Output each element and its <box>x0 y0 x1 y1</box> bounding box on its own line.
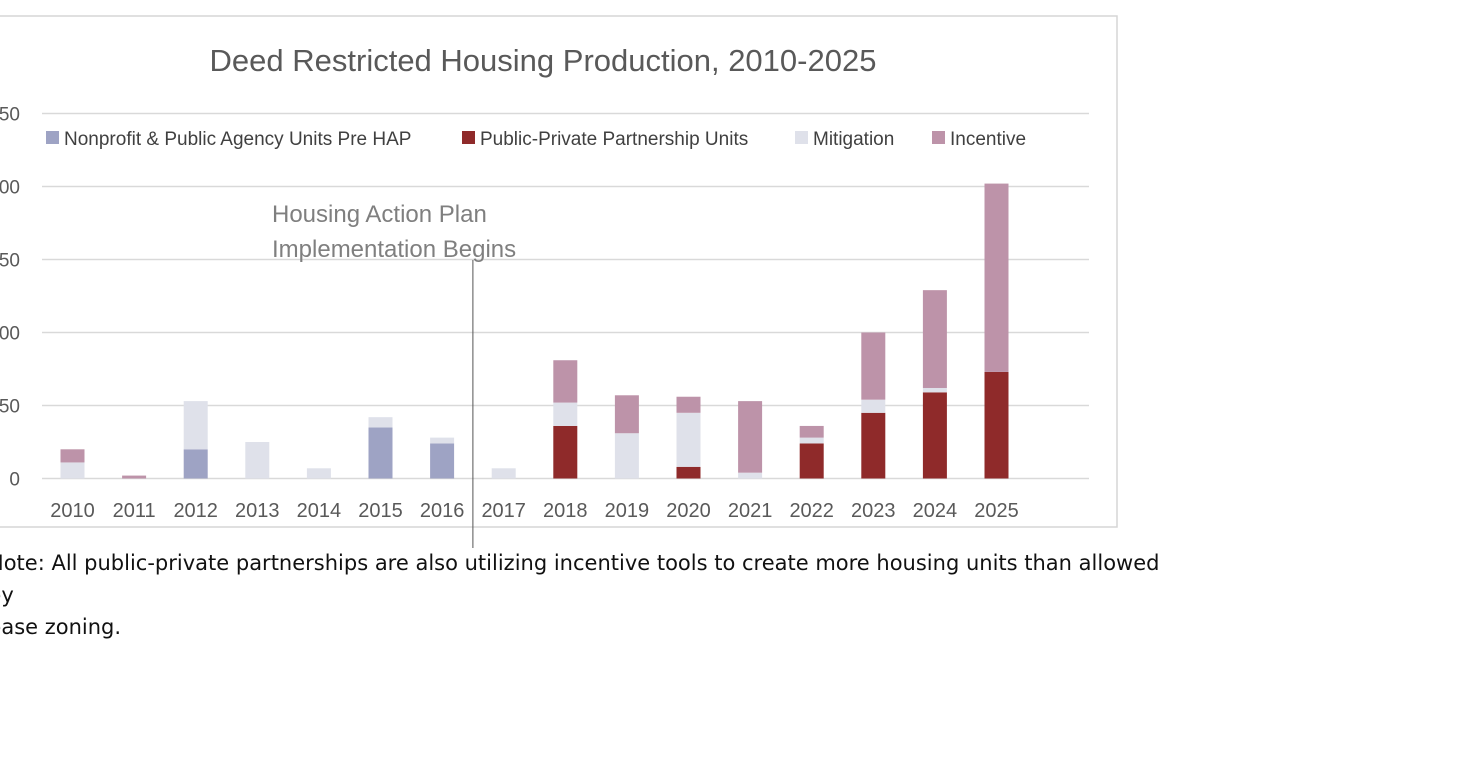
y-tick-label: 100 <box>0 324 20 345</box>
x-tick-label: 2013 <box>235 500 280 522</box>
bar-segment <box>368 417 393 428</box>
bar-segment <box>861 399 886 413</box>
bar-segment <box>306 468 331 479</box>
annotation-text-line2: Implementation Begins <box>272 236 516 263</box>
x-tick-label: 2019 <box>605 500 650 522</box>
y-tick-label: 250 <box>0 105 20 126</box>
x-tick-label: 2021 <box>728 500 773 522</box>
x-tick-label: 2010 <box>50 500 95 522</box>
bar-segment <box>799 437 824 444</box>
chart-title: Deed Restricted Housing Production, 2010… <box>210 43 877 78</box>
bar-segment <box>614 433 639 479</box>
footnote-line2: base zoning. <box>0 615 122 639</box>
x-tick-label: 2011 <box>113 500 156 522</box>
bar-segment <box>922 290 947 388</box>
legend-label: Public-Private Partnership Units <box>480 129 748 150</box>
bar-segment <box>799 425 824 438</box>
bars <box>60 183 1009 479</box>
x-tick-label: 2020 <box>666 500 711 522</box>
bar-segment <box>738 401 763 473</box>
bar-segment <box>676 412 701 467</box>
bar-segment <box>861 332 886 400</box>
bar-segment <box>60 462 85 479</box>
bar-segment <box>183 401 208 450</box>
x-tick-label: 2023 <box>851 500 896 522</box>
x-tick-label: 2014 <box>297 500 342 522</box>
x-axis-tick-labels: 2010 2011 2012 2013 2014 2015 2016 2017 2018 2019… <box>50 500 1019 522</box>
bar-segment <box>553 402 578 426</box>
x-tick-label: 2012 <box>173 500 218 522</box>
bar-segment <box>553 425 578 479</box>
y-axis-tick-labels: 0 50 100 150 200 250 <box>0 105 20 491</box>
bar-segment <box>430 443 455 479</box>
bar-segment <box>368 427 393 479</box>
bar-segment <box>245 442 270 479</box>
y-tick-label: 200 <box>0 178 20 199</box>
legend-swatch <box>46 131 59 144</box>
x-tick-label: 2017 <box>481 500 526 522</box>
legend-label: Nonprofit & Public Agency Units Pre HAP <box>64 129 411 150</box>
y-tick-label: 0 <box>9 470 20 491</box>
x-tick-label: 2022 <box>789 500 834 522</box>
bar-segment <box>60 449 85 463</box>
bar-segment <box>676 396 701 413</box>
legend-label: Incentive <box>950 129 1026 150</box>
bar-segment <box>491 468 516 479</box>
bar-segment <box>922 392 947 479</box>
x-tick-label: 2024 <box>913 500 958 522</box>
bar-segment <box>984 371 1009 479</box>
y-tick-label: 50 <box>0 397 20 418</box>
chart-footnote: Note: All public-private partnerships ar… <box>0 547 1188 643</box>
bar-segment <box>984 183 1009 372</box>
bar-segment <box>676 466 701 479</box>
bar-segment <box>614 395 639 434</box>
x-tick-label: 2015 <box>358 500 403 522</box>
x-tick-label: 2025 <box>974 500 1019 522</box>
legend-label: Mitigation <box>813 129 894 150</box>
legend-swatch <box>795 131 808 144</box>
x-tick-label: 2016 <box>420 500 465 522</box>
bar-segment <box>122 475 147 479</box>
y-tick-label: 150 <box>0 251 20 272</box>
legend-swatch <box>932 131 945 144</box>
legend: Nonprofit & Public Agency Units Pre HAP P… <box>46 129 1026 150</box>
bar-segment <box>922 387 947 393</box>
bar-segment <box>553 360 578 403</box>
footnote-line1: Note: All public-private partnerships ar… <box>0 551 1160 607</box>
bar-segment <box>799 443 824 479</box>
bar-segment <box>183 449 208 479</box>
annotation: Housing Action Plan Implementation Begin… <box>272 201 516 548</box>
bar-segment <box>861 412 886 479</box>
annotation-text-line1: Housing Action Plan <box>272 201 487 228</box>
bar-segment <box>430 437 455 444</box>
x-tick-label: 2018 <box>543 500 588 522</box>
bar-segment <box>738 472 763 479</box>
legend-swatch <box>462 131 475 144</box>
